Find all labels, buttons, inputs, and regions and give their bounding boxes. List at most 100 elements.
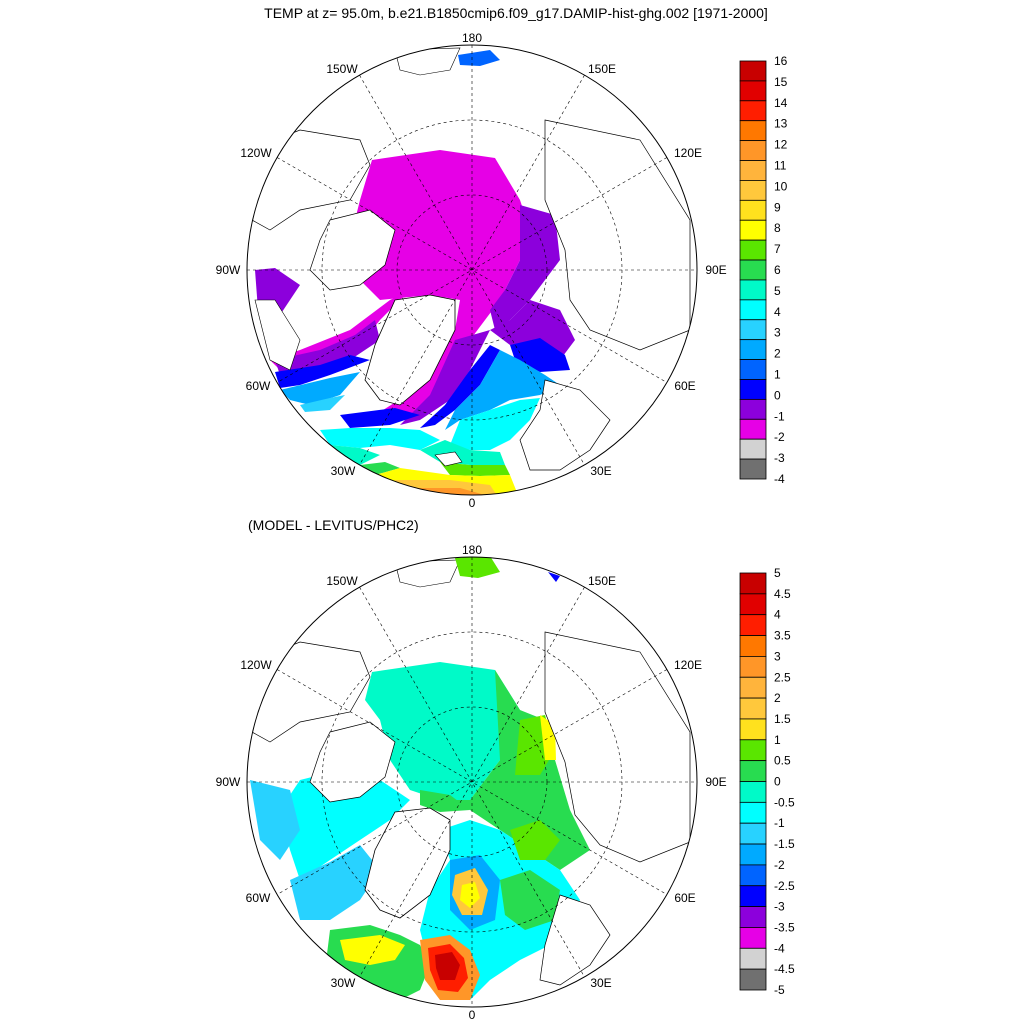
colorbar-swatch	[739, 822, 767, 845]
land-scandinavia-2	[539, 894, 611, 986]
colorbar-swatch	[739, 801, 767, 824]
colorbar-label: 1.5	[774, 712, 791, 726]
colorbar-swatch	[739, 319, 767, 341]
map-border-temp	[246, 44, 698, 496]
region-norwegian-cyan	[450, 398, 540, 450]
lon-label-0-2: 0	[469, 1008, 476, 1022]
land-greenland	[364, 294, 456, 406]
colorbar-swatch	[739, 614, 767, 636]
colorbar-swatch	[739, 120, 767, 142]
colorbar-swatch	[739, 697, 767, 720]
colorbar-label: 9	[774, 200, 781, 214]
region-labrador-skyblue	[290, 845, 380, 920]
colorbar-label: -3.5	[774, 920, 795, 934]
colorbar-label: 1	[774, 733, 781, 747]
colorbar-label: 14	[774, 96, 788, 110]
colorbar-swatch	[739, 906, 767, 928]
land-bering-2	[394, 559, 461, 588]
colorbar-label: -1	[774, 816, 785, 830]
colorbar-swatch	[739, 927, 767, 949]
lon-label-0: 0	[469, 496, 476, 510]
colorbar-swatch	[739, 593, 767, 616]
colorbar-label: -4	[774, 941, 785, 955]
colorbar-label: 0	[774, 388, 781, 402]
region-barents-lime	[510, 820, 560, 860]
colorbar-label: 10	[774, 179, 788, 193]
colorbar-swatch	[739, 279, 767, 301]
colorbar-diff: 5 4.5 4 3.5 3 2.5 2 1.5 1 0.5 0 -0.5 -1 -1.5 -2 -2.5 -3 -…	[739, 566, 795, 997]
colorbar-label: 4	[774, 305, 781, 319]
colorbar-label: -5	[774, 983, 785, 997]
colorbar-swatch	[739, 864, 767, 887]
lon-label-150e: 150E	[588, 62, 616, 76]
colorbar-label: -4.5	[774, 962, 795, 976]
land-bering	[394, 47, 461, 76]
colorbar-swatch	[739, 140, 767, 161]
lon-label-120w-2: 120W	[240, 658, 272, 672]
colorbar-label: -2	[774, 430, 785, 444]
lon-label-120e: 120E	[674, 146, 702, 160]
region-baffin-magenta	[270, 290, 410, 370]
colorbar-label: -2	[774, 858, 785, 872]
colorbar-label: 5	[774, 566, 781, 580]
region-bering-blue	[458, 50, 500, 66]
colorbar-swatch	[739, 760, 767, 782]
lon-label-180: 180	[462, 31, 482, 45]
region-labrador-purple	[275, 320, 380, 375]
lon-label-150w: 150W	[326, 62, 358, 76]
lon-label-90w: 90W	[216, 263, 241, 277]
colorbar-label: -1	[774, 409, 785, 423]
colorbar-swatch	[739, 572, 767, 595]
colorbar-swatch	[739, 739, 767, 762]
colorbar-label: -1.5	[774, 837, 795, 851]
colorbar-label: -4	[774, 472, 785, 486]
colorbar-label: 0	[774, 775, 781, 789]
colorbar-label: 15	[774, 75, 788, 89]
lon-label-30e-2: 30E	[590, 976, 611, 990]
colorbar-label: 2.5	[774, 670, 791, 684]
land-labrador	[254, 299, 301, 371]
colorbar-label: 11	[774, 159, 787, 173]
lon-label-150e-2: 150E	[588, 574, 616, 588]
colorbar-label: 12	[774, 138, 788, 152]
colorbar-label: 5	[774, 284, 781, 298]
region-irminger-yellow	[340, 935, 405, 965]
colorbar-swatch	[739, 180, 767, 201]
colorbar-swatch	[739, 635, 767, 657]
colorbar-label: 2	[774, 691, 781, 705]
region-eurasian-purple	[490, 205, 560, 330]
colorbar-label: 0.5	[774, 754, 791, 768]
colorbar-label: 13	[774, 117, 788, 131]
colorbar-swatch	[739, 199, 767, 221]
colorbar-label: 3	[774, 649, 781, 663]
panel-temp-title: TEMP at z= 95.0m, b.e21.B1850cmip6.f09_g…	[264, 5, 768, 21]
lon-label-60e-2: 60E	[674, 891, 695, 905]
colorbar-swatch	[739, 359, 767, 380]
colorbar-swatch	[739, 438, 767, 460]
lon-label-30e: 30E	[590, 464, 611, 478]
colorbar-label: 2	[774, 347, 781, 361]
map-border-diff	[246, 556, 698, 1008]
lon-label-120w: 120W	[240, 146, 272, 160]
colorbar-swatch	[739, 379, 767, 400]
lon-label-90e-2: 90E	[705, 775, 726, 789]
region-fram-purple	[400, 330, 490, 425]
land-siberia	[544, 119, 691, 351]
lon-label-60w-2: 60W	[246, 891, 271, 905]
colorbar-swatch	[739, 160, 767, 181]
region-labrador-lightblue	[280, 372, 360, 405]
region-arctic-magenta	[350, 150, 530, 420]
map-temp	[249, 47, 691, 495]
lon-label-180-2: 180	[462, 543, 482, 557]
map-diff	[249, 557, 691, 1000]
region-irminger-cyan	[320, 428, 440, 450]
panel-diff: (MODEL - LEVITUS/PHC2)	[216, 517, 795, 1022]
land-iceland	[434, 451, 463, 467]
panel-diff-title: (MODEL - LEVITUS/PHC2)	[248, 517, 419, 533]
lon-label-60e: 60E	[674, 379, 695, 393]
colorbar-swatch	[739, 843, 767, 866]
lon-label-60w: 60W	[246, 379, 271, 393]
colorbar-label: 6	[774, 263, 781, 277]
colorbar-label: 16	[774, 54, 788, 68]
